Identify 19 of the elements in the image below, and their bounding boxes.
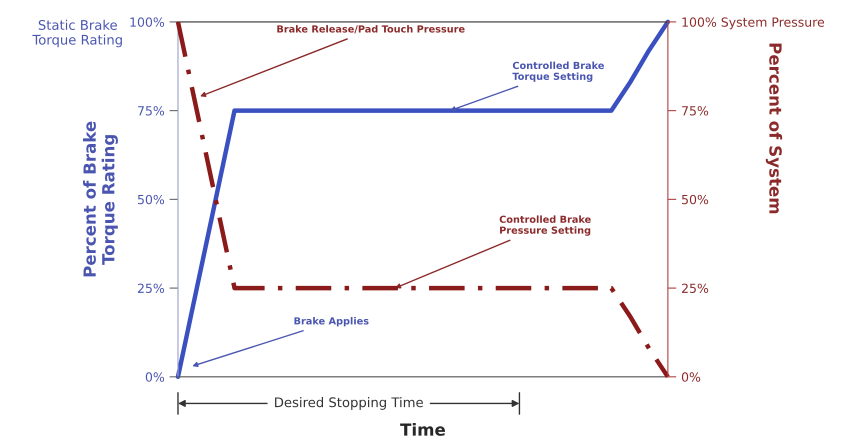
y-tick-label: 75% bbox=[138, 106, 164, 116]
text: Static Brake Torque Rating bbox=[32, 20, 122, 48]
annotation: Controlled Brake Pressure Setting bbox=[500, 215, 591, 236]
y-axis-title: Percent of Brake Torque Rating bbox=[83, 122, 118, 276]
y-tick-label: 25% bbox=[138, 284, 164, 294]
y2-tick-label: 100% System Pressure bbox=[682, 17, 824, 30]
y-tick-label: 0% bbox=[146, 372, 164, 382]
annotation: Controlled Brake Torque Setting bbox=[512, 62, 604, 82]
text: Desired Stopping Time bbox=[275, 397, 423, 410]
y2-tick-label: 50% bbox=[682, 194, 708, 204]
y-tick-label: 50% bbox=[138, 194, 164, 204]
y-tick-label: 100% bbox=[130, 17, 164, 27]
y2-axis-title: Percent of System bbox=[766, 44, 782, 214]
annotation: Brake Release/Pad Touch Pressure bbox=[277, 25, 465, 34]
x-axis-title: Time bbox=[400, 422, 445, 436]
y2-tick-label: 75% bbox=[682, 106, 708, 116]
annotation: Brake Applies bbox=[294, 317, 369, 326]
y2-tick-label: 0% bbox=[682, 372, 700, 382]
y2-tick-label: 25% bbox=[682, 284, 708, 294]
